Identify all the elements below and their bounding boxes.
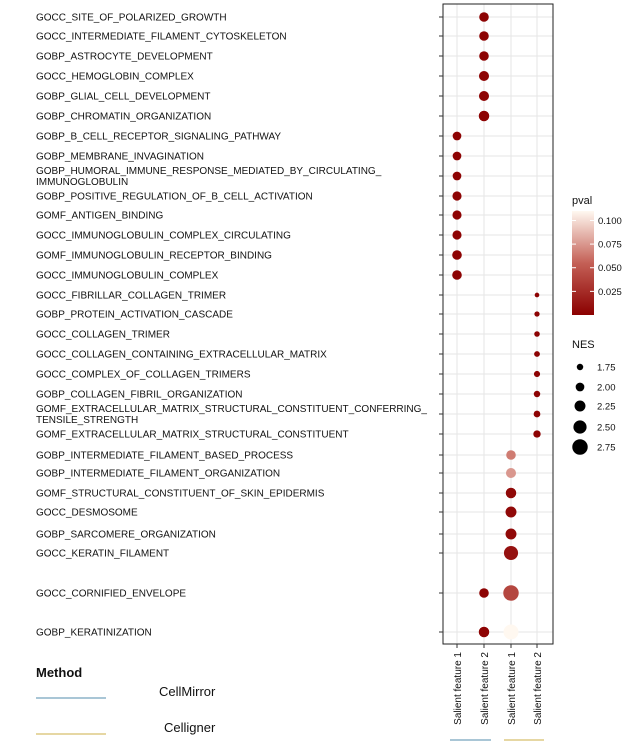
term-label: GOBP_CHROMATIN_ORGANIZATION [36, 112, 211, 123]
method-legend-label: CellMirror [159, 684, 216, 699]
term-label: GOBP_COLLAGEN_FIBRIL_ORGANIZATION [36, 390, 243, 401]
term-label: GOBP_POSITIVE_REGULATION_OF_B_CELL_ACTIV… [36, 192, 313, 203]
term-label: GOCC_HEMOGLOBIN_COMPLEX [36, 72, 194, 83]
x-tick-label: Salient feature 1 [453, 652, 464, 725]
dot-point [478, 70, 490, 82]
x-tick-label: Salient feature 2 [480, 652, 491, 725]
pval-tick-label: 0.050 [598, 263, 622, 274]
term-label: GOBP_HUMORAL_IMMUNE_RESPONSE_MEDIATED_BY… [36, 166, 382, 188]
nes-legend-title: NES [572, 339, 595, 351]
nes-legend-dot [573, 420, 587, 434]
nes-legend-dot [575, 382, 585, 392]
dot-point [452, 230, 462, 240]
dot-point [479, 588, 489, 598]
dot-point [479, 51, 489, 61]
nes-legend-label: 2.00 [597, 383, 616, 394]
term-label: GOMF_STRUCTURAL_CONSTITUENT_OF_SKIN_EPID… [36, 489, 325, 500]
method-legend-label: Celligner [164, 720, 216, 735]
nes-legend: NES 1.75 2.00 2.25 2.50 2.75 [572, 339, 616, 455]
pval-tick-label: 0.075 [598, 240, 622, 251]
term-label: GOBP_MEMBRANE_INVAGINATION [36, 152, 204, 163]
term-label: GOBP_B_CELL_RECEPTOR_SIGNALING_PATHWAY [36, 132, 281, 143]
pval-colorbar [572, 211, 594, 315]
dot-point [534, 292, 540, 298]
dot-point [506, 450, 516, 460]
term-label: GOCC_CORNIFIED_ENVELOPE [36, 589, 186, 600]
dot-point [452, 151, 462, 161]
nes-legend-dot [576, 363, 584, 371]
dot-point [452, 171, 462, 181]
dot-point [505, 506, 517, 518]
term-label: GOCC_IMMUNOGLOBULIN_COMPLEX_CIRCULATING [36, 231, 291, 242]
method-legend-title: Method [36, 665, 82, 680]
dot-point [479, 12, 489, 22]
dot-point [534, 311, 540, 317]
term-label: GOMF_EXTRACELLULAR_MATRIX_STRUCTURAL_CON… [36, 430, 349, 441]
data-points [452, 12, 541, 640]
pval-legend-title: pval [572, 195, 592, 207]
dot-point [478, 626, 490, 638]
nes-legend-label: 2.75 [597, 443, 616, 454]
term-label: GOBP_GLIAL_CELL_DEVELOPMENT [36, 92, 211, 103]
term-label: GOCC_DESMOSOME [36, 508, 138, 519]
nes-legend-label: 2.50 [597, 423, 616, 434]
dot-point [533, 410, 541, 418]
plot-panel-border [442, 3, 554, 645]
term-label: GOBP_PROTEIN_ACTIVATION_CASCADE [36, 310, 233, 321]
dot-point [478, 110, 490, 122]
dot-point [452, 270, 462, 280]
dot-point [503, 585, 519, 601]
dot-point [505, 487, 517, 499]
nes-legend-label: 2.25 [597, 402, 616, 413]
dot-point [533, 430, 541, 438]
dot-point [479, 31, 489, 41]
x-tick-label: Salient feature 1 [507, 652, 518, 725]
y-axis-ticks [439, 16, 443, 633]
dot-point [452, 191, 462, 201]
pval-tick-label: 0.100 [598, 216, 622, 227]
y-axis-term-labels: GOCC_SITE_OF_POLARIZED_GROWTH GOCC_INTERM… [36, 13, 427, 639]
term-label: GOBP_INTERMEDIATE_FILAMENT_ORGANIZATION [36, 469, 280, 480]
pval-tick-label: 0.025 [598, 287, 622, 298]
term-label: GOCC_COMPLEX_OF_COLLAGEN_TRIMERS [36, 370, 251, 381]
term-label: GOCC_FIBRILLAR_COLLAGEN_TRIMER [36, 291, 226, 302]
term-label: GOBP_INTERMEDIATE_FILAMENT_BASED_PROCESS [36, 451, 293, 462]
dot-point [505, 528, 517, 540]
term-label: GOCC_COLLAGEN_CONTAINING_EXTRACELLULAR_M… [36, 350, 327, 361]
dot-point [503, 624, 519, 640]
dot-point [534, 331, 540, 337]
dot-point [505, 467, 517, 479]
method-legend: Method CellMirror Celligner [36, 665, 216, 735]
term-label: GOCC_IMMUNOGLOBULIN_COMPLEX [36, 271, 219, 282]
dot-point [534, 351, 540, 357]
dot-point [533, 370, 541, 378]
x-axis: Salient feature 1 Salient feature 2 Salien… [453, 644, 544, 725]
dot-point [452, 210, 462, 220]
nes-legend-dot [574, 400, 586, 412]
term-label: GOBP_ASTROCYTE_DEVELOPMENT [36, 52, 213, 63]
dot-point [533, 390, 541, 398]
grid-lines [443, 4, 553, 644]
x-tick-label: Salient feature 2 [533, 652, 544, 725]
term-label: GOMF_ANTIGEN_BINDING [36, 211, 163, 222]
term-label: GOCC_SITE_OF_POLARIZED_GROWTH [36, 13, 227, 24]
term-label: GOMF_EXTRACELLULAR_MATRIX_STRUCTURAL_CON… [36, 404, 427, 426]
pval-legend: pval 0.100 0.075 0.050 0.025 [572, 195, 622, 315]
dot-point [478, 90, 490, 102]
dot-point [503, 545, 519, 561]
term-label: GOCC_KERATIN_FILAMENT [36, 549, 169, 560]
nes-legend-label: 1.75 [597, 363, 616, 374]
term-label: GOBP_SARCOMERE_ORGANIZATION [36, 530, 216, 541]
dot-point [452, 250, 462, 260]
term-label: GOBP_KERATINIZATION [36, 628, 152, 639]
dot-point [452, 131, 462, 141]
term-label: GOMF_IMMUNOGLOBULIN_RECEPTOR_BINDING [36, 251, 272, 262]
term-label: GOCC_INTERMEDIATE_FILAMENT_CYTOSKELETON [36, 32, 287, 43]
term-label: GOCC_COLLAGEN_TRIMER [36, 330, 170, 341]
nes-legend-dot [572, 439, 588, 455]
